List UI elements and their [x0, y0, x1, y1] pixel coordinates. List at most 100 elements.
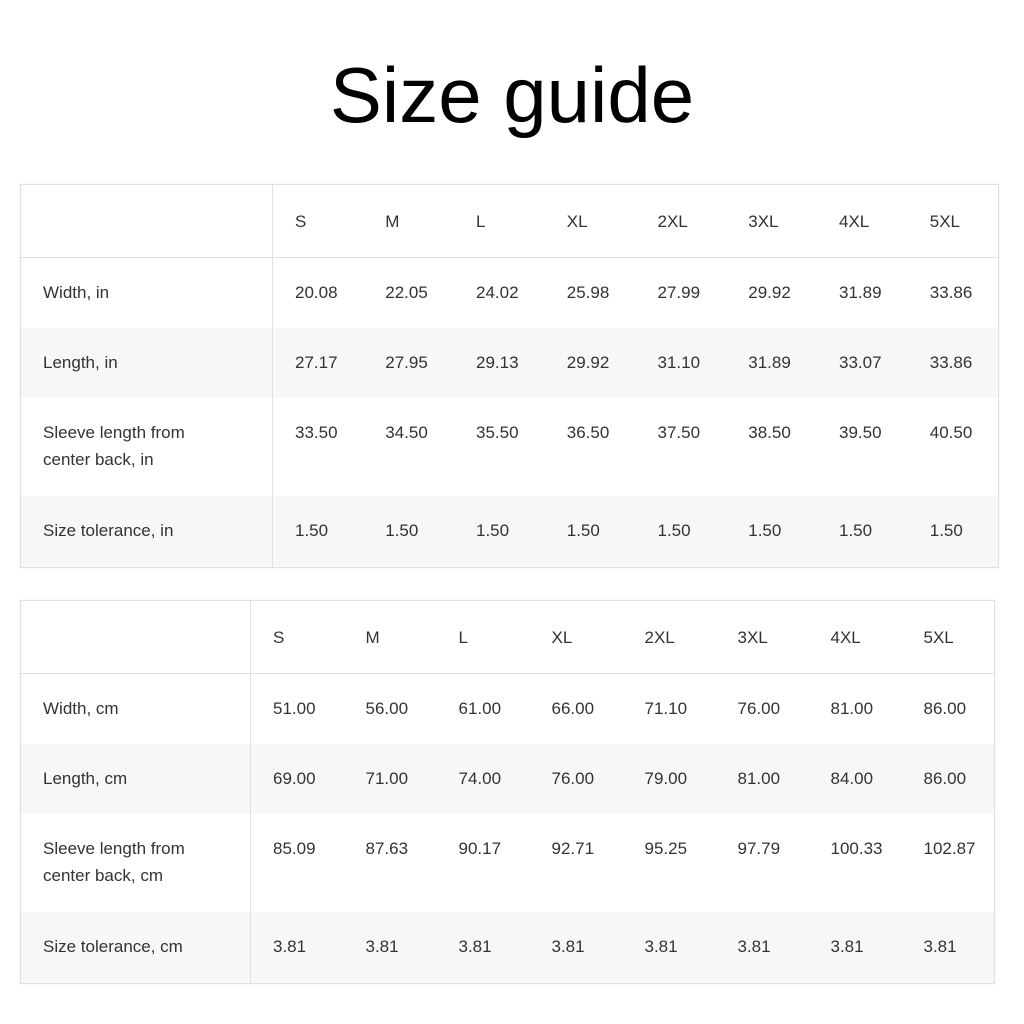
table-cell: 3.81 — [529, 912, 623, 984]
size-header: 4XL — [839, 211, 870, 231]
table-cell: 87.63 — [365, 839, 409, 858]
table-cell: 86.00 — [901, 744, 995, 814]
table-cell: 86.00 — [923, 699, 967, 718]
table-cell: 76.00 — [737, 699, 781, 718]
table-cell: 95.25 — [644, 839, 688, 858]
row-label: Sleeve length from center back, in — [20, 398, 273, 496]
page-title: Size guide — [329, 51, 695, 139]
table-cell: 3.81 — [622, 912, 716, 984]
table-cell: 79.00 — [622, 744, 716, 814]
table-row: Length, cm 69.00 71.00 74.00 76.00 79.00 81.00… — [20, 744, 995, 814]
table-cell: 33.50 — [295, 423, 338, 442]
table-cell: 29.13 — [454, 328, 545, 398]
table-cell: 1.50 — [544, 496, 636, 568]
row-label: Size tolerance, in — [20, 496, 273, 568]
table-cell: 33.86 — [907, 328, 999, 398]
table-cell: 51.00 — [273, 699, 316, 718]
size-header: XL — [551, 627, 573, 647]
table-cell: 1.50 — [272, 496, 364, 568]
table-cell: 92.71 — [551, 839, 595, 858]
table-cell: 76.00 — [529, 744, 623, 814]
size-header: 2XL — [644, 627, 675, 647]
table-cell: 100.33 — [830, 839, 883, 858]
size-header: L — [476, 211, 486, 231]
table-row: Size tolerance, cm 3.81 3.81 3.81 3.81 3.81 3.… — [20, 912, 995, 984]
table-cell: 37.50 — [657, 423, 701, 442]
row-label: Sleeve length from center back, cm — [20, 814, 251, 912]
table-cell: 24.02 — [476, 283, 519, 302]
table-cell: 33.07 — [817, 328, 908, 398]
table-cell: 27.99 — [657, 283, 701, 302]
table-cell: 66.00 — [551, 699, 595, 718]
header-corner — [20, 184, 273, 258]
size-header: M — [385, 211, 400, 231]
table-cell: 25.98 — [566, 283, 610, 302]
size-header: 4XL — [830, 627, 861, 647]
table-cell: 71.10 — [644, 699, 688, 718]
table-row: Width, cm 51.00 56.00 61.00 66.00 71.10 76.00 8… — [20, 673, 995, 744]
size-header: XL — [566, 211, 588, 231]
row-label: Length, cm — [20, 744, 251, 814]
table-cell: 34.50 — [385, 423, 428, 442]
table-cell: 97.79 — [737, 839, 781, 858]
table-cell: 27.17 — [272, 328, 364, 398]
table-cell: 31.10 — [635, 328, 727, 398]
header-corner — [20, 600, 251, 674]
table-cell: 35.50 — [476, 423, 519, 442]
table-cell: 102.87 — [923, 839, 976, 858]
table-cell: 90.17 — [458, 839, 502, 858]
table-cell: 61.00 — [458, 699, 502, 718]
table-row: Sleeve length from center back, cm 85.09 8… — [20, 814, 995, 912]
header-row: S M L XL 2XL 3XL 4XL 5XL — [20, 184, 999, 258]
table-cell: 3.81 — [901, 912, 995, 984]
table-cell: 3.81 — [343, 912, 437, 984]
table-row: Size tolerance, in 1.50 1.50 1.50 1.50 1.50 1.… — [20, 496, 999, 568]
size-table-cm: S M L XL 2XL 3XL 4XL 5XL Width, cm 51.00 56.00 61.0… — [20, 600, 995, 984]
table-cell: 27.95 — [363, 328, 454, 398]
table-cell: 22.05 — [385, 283, 428, 302]
table-cell: 31.89 — [839, 283, 882, 302]
table-cell: 71.00 — [343, 744, 437, 814]
table-cell: 1.50 — [363, 496, 454, 568]
table-cell: 3.81 — [808, 912, 902, 984]
row-label: Width, in — [20, 257, 273, 328]
table-cell: 40.50 — [929, 423, 973, 442]
table-cell: 29.92 — [544, 328, 636, 398]
size-header: 2XL — [657, 211, 688, 231]
table-cell: 3.81 — [715, 912, 809, 984]
table-cell: 1.50 — [726, 496, 817, 568]
table-cell: 81.00 — [830, 699, 874, 718]
size-header: L — [458, 627, 468, 647]
table-cell: 1.50 — [817, 496, 908, 568]
size-header: 3XL — [737, 627, 768, 647]
size-header: M — [365, 627, 380, 647]
table-cell: 29.92 — [748, 283, 791, 302]
table-row: Length, in 27.17 27.95 29.13 29.92 31.10 31.89… — [20, 328, 999, 398]
table-cell: 36.50 — [566, 423, 610, 442]
table-row: Sleeve length from center back, in 33.50 3… — [20, 398, 999, 496]
table-cell: 69.00 — [250, 744, 344, 814]
table-cell: 20.08 — [295, 283, 338, 302]
header-row: S M L XL 2XL 3XL 4XL 5XL — [20, 600, 995, 674]
row-label: Size tolerance, cm — [20, 912, 251, 984]
table-cell: 81.00 — [715, 744, 809, 814]
table-cell: 33.86 — [929, 283, 973, 302]
table-cell: 39.50 — [839, 423, 882, 442]
table-cell: 1.50 — [454, 496, 545, 568]
size-header: S — [273, 627, 285, 647]
size-table-inches: S M L XL 2XL 3XL 4XL 5XL Width, in 20.08 22.05 24.0… — [20, 184, 999, 568]
row-label: Width, cm — [20, 673, 251, 744]
table-cell: 3.81 — [436, 912, 530, 984]
size-header: 5XL — [923, 627, 954, 647]
table-cell: 1.50 — [907, 496, 999, 568]
table-cell: 31.89 — [726, 328, 817, 398]
table-cell: 1.50 — [635, 496, 727, 568]
table-cell: 3.81 — [250, 912, 344, 984]
table-cell: 84.00 — [808, 744, 902, 814]
table-row: Width, in 20.08 22.05 24.02 25.98 27.99 29.92 3… — [20, 257, 999, 328]
table-cell: 38.50 — [748, 423, 791, 442]
row-label: Length, in — [20, 328, 273, 398]
size-header: 5XL — [929, 211, 960, 231]
table-cell: 74.00 — [436, 744, 530, 814]
table-cell: 85.09 — [273, 839, 316, 858]
